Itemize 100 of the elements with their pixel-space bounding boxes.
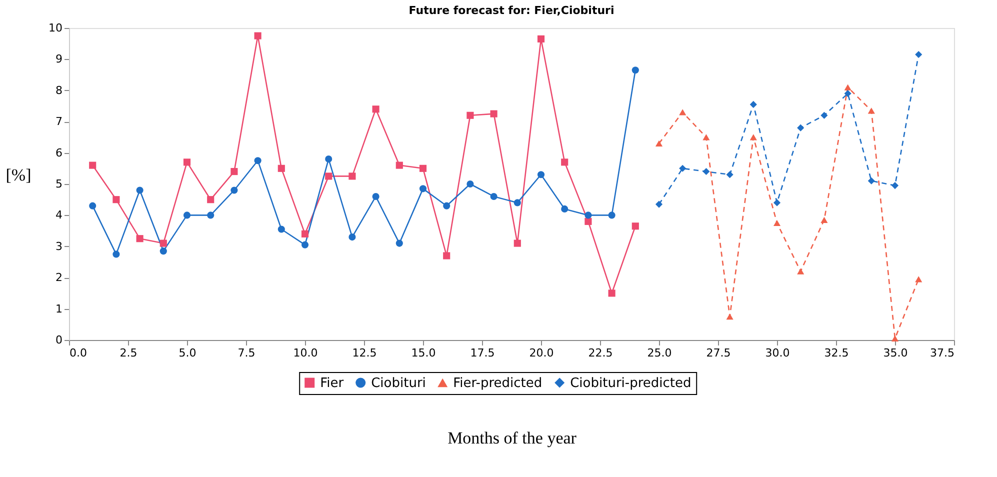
point <box>325 156 332 163</box>
x-tick-label: 37.5 <box>930 346 954 360</box>
point <box>372 192 380 200</box>
point <box>514 240 521 247</box>
point <box>183 158 191 166</box>
point <box>844 84 852 90</box>
point <box>207 196 214 204</box>
point <box>561 158 568 166</box>
point <box>679 164 686 172</box>
x-tick-label: 2.5 <box>120 346 138 360</box>
point <box>136 235 144 242</box>
point <box>160 240 167 247</box>
legend-label: Fier <box>320 376 344 391</box>
point <box>632 66 639 74</box>
point <box>702 134 710 140</box>
point <box>396 240 403 247</box>
point <box>868 108 875 114</box>
point <box>278 226 285 233</box>
point <box>396 162 403 169</box>
point <box>891 182 899 190</box>
point <box>915 50 922 58</box>
legend-label: Ciobituri-predicted <box>570 376 692 391</box>
point <box>466 180 474 188</box>
point <box>726 171 734 178</box>
legend-label: Fier-predicted <box>453 376 542 391</box>
point <box>868 177 875 184</box>
x-tick-label: 35.0 <box>883 346 908 360</box>
chart-title: Future forecast for: Fier,Ciobituri <box>408 4 614 17</box>
point <box>655 140 663 146</box>
point <box>537 171 545 178</box>
y-tick-label: 1 <box>56 302 62 316</box>
point <box>112 250 120 258</box>
x-tick-label: 0.0 <box>70 346 87 360</box>
point <box>584 212 592 219</box>
point <box>561 205 568 212</box>
point <box>679 109 686 116</box>
point <box>207 212 214 219</box>
y-tick-label: 10 <box>48 22 62 34</box>
point <box>348 234 356 241</box>
legend-label: Ciobituri <box>371 376 426 391</box>
point <box>160 248 167 255</box>
point <box>89 202 96 210</box>
point <box>372 106 380 113</box>
y-tick-label: 4 <box>56 208 62 222</box>
point <box>750 100 757 108</box>
y-tick-label: 6 <box>56 146 62 160</box>
point <box>230 168 238 176</box>
point <box>419 185 427 192</box>
point <box>915 276 922 282</box>
point <box>820 112 828 119</box>
point <box>254 157 262 164</box>
point <box>514 199 521 206</box>
point <box>254 32 262 40</box>
x-tick-label: 17.5 <box>470 346 495 360</box>
x-tick-label: 15.0 <box>411 346 436 360</box>
y-tick-label: 2 <box>56 271 62 284</box>
point <box>112 196 120 204</box>
y-axis-title: [%] <box>6 166 32 184</box>
point <box>584 218 592 225</box>
point <box>608 290 616 297</box>
point <box>844 90 852 98</box>
point <box>136 186 144 194</box>
point <box>183 212 191 219</box>
point <box>655 200 663 208</box>
x-tick-label: 5.0 <box>178 346 196 360</box>
x-tick-label: 27.5 <box>706 346 731 360</box>
point <box>89 162 96 169</box>
y-tick-label: 8 <box>56 84 62 97</box>
x-tick-label: 30.0 <box>765 346 790 360</box>
point <box>797 268 804 274</box>
point <box>490 110 498 118</box>
x-axis-title: Months of the year <box>448 428 577 448</box>
point <box>820 216 828 223</box>
point <box>466 112 474 119</box>
point <box>726 314 734 320</box>
point <box>443 202 450 210</box>
x-tick-label: 32.5 <box>824 346 849 360</box>
point <box>773 199 781 206</box>
point <box>750 134 757 140</box>
point <box>537 35 545 42</box>
point <box>443 252 450 260</box>
point <box>891 335 899 342</box>
point <box>419 164 427 172</box>
point <box>702 168 710 176</box>
y-tick-label: 9 <box>56 52 62 66</box>
point <box>773 220 781 226</box>
point <box>608 212 616 219</box>
y-tick-label: 3 <box>56 240 62 253</box>
point <box>348 172 356 180</box>
point <box>490 192 498 200</box>
y-tick-label: 7 <box>56 115 62 128</box>
point <box>278 164 285 172</box>
point <box>301 230 309 238</box>
y-tick-label: 5 <box>56 178 62 190</box>
x-tick-label: 25.0 <box>647 346 672 360</box>
x-tick-label: 7.5 <box>238 346 256 360</box>
x-tick-label: 22.5 <box>588 346 613 360</box>
x-tick-label: 12.5 <box>352 346 377 360</box>
point <box>230 186 238 194</box>
point <box>632 222 639 230</box>
